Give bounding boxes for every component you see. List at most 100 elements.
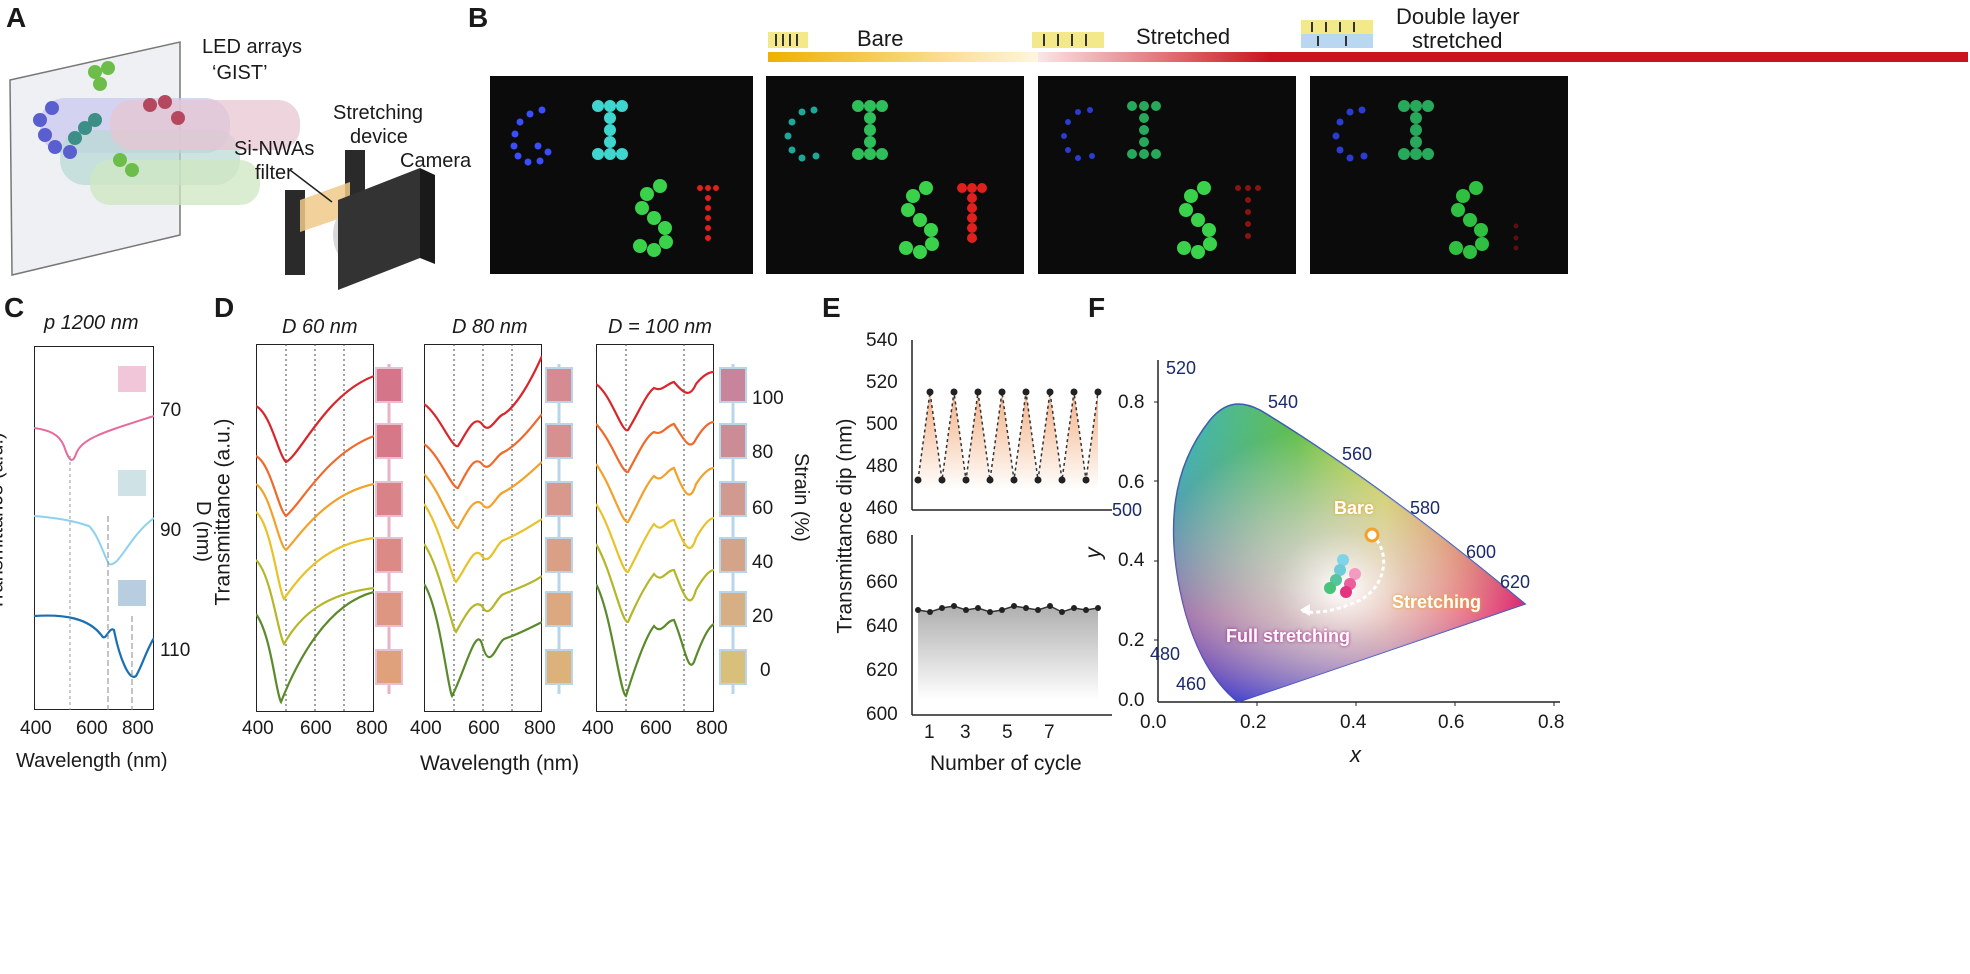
panel-e-ylabel: Transmittance dip (nm) [833,418,857,634]
panel-c-xlabel: Wavelength (nm) [16,750,168,772]
panel-c-rtick-70: 70 [160,400,182,421]
panel-e-ytick-680: 680 [866,528,898,549]
panel-d-title-3: D = 100 nm [608,316,712,338]
panel-d-strain-40: 40 [752,552,774,573]
panel-c-rtick-110: 110 [160,640,191,661]
panel-d2-xtick-800: 800 [524,718,556,739]
photo-stretched [1038,76,1296,274]
panel-label-d: D [214,292,235,323]
panel-d-strain-20: 20 [752,606,774,627]
label-stretching-f: Stretching [1392,592,1482,612]
wl-520: 520 [1166,358,1197,378]
label-bare: Bare [857,26,904,51]
panel-e-ytick-500: 500 [866,414,898,435]
photo-bare-filter [766,76,1024,274]
wl-500: 500 [1112,500,1143,520]
panel-f-xtick-00: 0.0 [1140,712,1167,733]
panel-d1-xtick-800: 800 [356,718,388,739]
label-led-arrays: LED arrays [202,36,303,58]
panel-e-xlabel: Number of cycle [930,752,1082,775]
panel-d-swatches-3 [719,364,747,694]
setup-illustration [9,41,435,290]
panel-d-curves-3 [596,344,714,712]
panel-c-xtick-600: 600 [76,718,108,739]
panel-f-ytick-04: 0.4 [1118,550,1145,571]
panel-d-xlabel: Wavelength (nm) [420,752,580,775]
panel-label-a: A [6,2,27,33]
wl-560: 560 [1342,444,1373,464]
panel-d-strain-0: 0 [760,660,771,681]
panel-d1-xtick-600: 600 [300,718,332,739]
panel-e-xtick-5: 5 [1002,722,1013,743]
panel-e-xtick-7: 7 [1044,722,1055,743]
label-si-nwas: Si-NWAs [234,138,315,160]
wl-620: 620 [1500,572,1531,592]
panel-c-xtick-400: 400 [20,718,52,739]
panel-d1-xtick-400: 400 [242,718,274,739]
panel-label-c: C [4,292,25,323]
panel-d-right-label: Strain (%) [789,453,812,542]
panel-label-e: E [822,292,841,323]
panel-d-title-1: D 60 nm [282,316,358,338]
panel-d-strain-80: 80 [752,442,774,463]
photo-bare-source [490,76,753,274]
panel-d-ylabel: Transmittance (a.u.) [211,418,235,606]
panel-e-ytick-540: 540 [866,330,898,351]
label-full-stretching: Full stretching [1226,626,1351,646]
photo-double-layer [1310,76,1568,274]
wl-540: 540 [1268,392,1299,412]
panel-e-xtick-1: 1 [924,722,935,743]
panel-e-ytick-600: 600 [866,704,898,725]
panel-d-title-2: D 80 nm [452,316,528,338]
cie-diagram [1154,360,1560,706]
wl-600: 600 [1466,542,1497,562]
panel-c-ylabel: Transmittance (a.u.) [0,432,8,611]
label-stretching: Stretching [333,102,424,124]
panel-d2-xtick-400: 400 [410,718,442,739]
panel-d3-xtick-800: 800 [696,718,728,739]
panel-d3-xtick-600: 600 [640,718,672,739]
label-gist: ‘GIST’ [212,62,268,84]
panel-e-ytick-480: 480 [866,456,898,477]
panel-e-xtick-3: 3 [960,722,971,743]
panel-e-ytick-660: 660 [866,572,898,593]
panel-label-b: B [468,2,489,33]
panel-d2-xtick-600: 600 [468,718,500,739]
panel-d-curves-1 [256,344,374,712]
panel-e-ytick-520: 520 [866,372,898,393]
label-double-stretched: stretched [1412,28,1503,53]
condition-bar [768,20,1968,62]
panel-e-ytick-620: 620 [866,660,898,681]
panel-d3-xtick-400: 400 [582,718,614,739]
panel-c-title: p 1200 nm [44,312,139,334]
panel-e-ytick-460: 460 [866,498,898,519]
panel-f-xlabel: x [1350,742,1361,767]
label-bare-f: Bare [1334,498,1375,518]
panel-f-ytick-08: 0.8 [1118,392,1145,413]
label-filter: filter [255,162,293,184]
panel-e-ytick-640: 640 [866,616,898,637]
panel-d-swatches-1 [375,364,403,694]
label-stretched: Stretched [1136,24,1231,49]
label-camera: Camera [400,150,472,172]
wl-480: 480 [1150,644,1181,664]
panel-c-xtick-800: 800 [122,718,154,739]
wl-580: 580 [1410,498,1441,518]
panel-f-ytick-06: 0.6 [1118,472,1145,493]
panel-f-ytick-02: 0.2 [1118,630,1145,651]
panel-f-xtick-02: 0.2 [1240,712,1267,733]
panel-f-xtick-08: 0.8 [1538,712,1565,733]
panel-c-spectra [34,366,154,710]
panel-e-plot [911,340,1112,716]
label-double-layer: Double layer [1396,4,1520,29]
panel-d-strain-60: 60 [752,498,774,519]
panel-label-f: F [1088,292,1106,323]
panel-d-plot-3 [596,344,714,712]
label-device: device [350,126,408,148]
wl-460: 460 [1176,674,1207,694]
panel-d-swatches-2 [545,364,573,694]
panel-f-xtick-04: 0.4 [1340,712,1367,733]
panel-f-ylabel: y [1080,547,1106,559]
panel-d-curves-2 [424,344,542,712]
panel-c-frame [34,346,154,710]
